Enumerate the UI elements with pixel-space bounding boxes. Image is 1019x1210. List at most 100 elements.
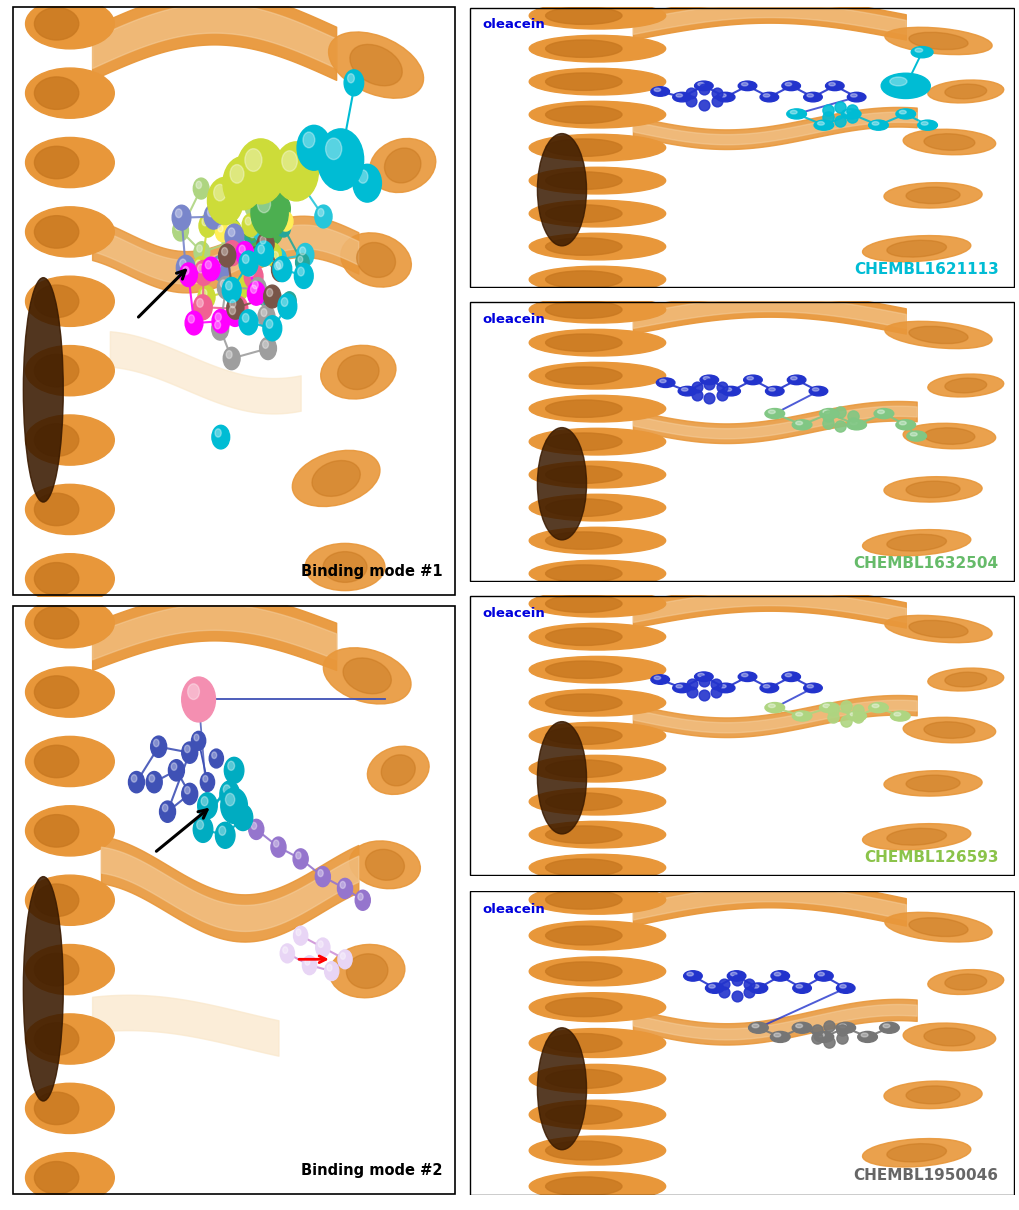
- Circle shape: [222, 232, 237, 253]
- Circle shape: [207, 178, 243, 225]
- Circle shape: [909, 432, 916, 436]
- Ellipse shape: [908, 33, 967, 50]
- Circle shape: [694, 81, 712, 91]
- Ellipse shape: [884, 616, 991, 643]
- Circle shape: [273, 200, 280, 208]
- Circle shape: [895, 420, 915, 430]
- Circle shape: [187, 684, 200, 699]
- Circle shape: [297, 243, 314, 266]
- Ellipse shape: [545, 238, 622, 255]
- Circle shape: [239, 240, 245, 246]
- Circle shape: [324, 962, 338, 980]
- Circle shape: [822, 410, 829, 414]
- Circle shape: [743, 375, 761, 385]
- Circle shape: [318, 941, 323, 947]
- Circle shape: [238, 250, 258, 276]
- Circle shape: [244, 175, 249, 183]
- Circle shape: [200, 773, 214, 791]
- Text: Binding mode #1: Binding mode #1: [301, 564, 442, 578]
- Circle shape: [738, 672, 756, 681]
- Ellipse shape: [25, 68, 114, 119]
- Ellipse shape: [529, 35, 665, 62]
- Ellipse shape: [35, 424, 78, 456]
- Ellipse shape: [545, 859, 622, 876]
- Ellipse shape: [545, 891, 622, 909]
- Ellipse shape: [529, 528, 665, 554]
- Ellipse shape: [365, 849, 404, 880]
- Point: [808, 1020, 824, 1039]
- Point: [819, 100, 836, 120]
- Circle shape: [318, 870, 323, 876]
- Circle shape: [790, 376, 796, 380]
- Circle shape: [792, 711, 811, 721]
- Ellipse shape: [905, 1085, 959, 1104]
- Ellipse shape: [927, 80, 1003, 103]
- Point: [695, 96, 711, 115]
- Circle shape: [773, 973, 780, 976]
- Circle shape: [202, 257, 220, 281]
- Circle shape: [159, 801, 175, 823]
- Ellipse shape: [537, 427, 586, 540]
- Ellipse shape: [545, 7, 622, 24]
- Circle shape: [270, 197, 276, 206]
- Circle shape: [215, 428, 221, 437]
- Ellipse shape: [944, 378, 985, 393]
- Circle shape: [294, 264, 313, 288]
- Circle shape: [702, 376, 709, 380]
- Circle shape: [282, 946, 287, 953]
- Ellipse shape: [25, 415, 114, 465]
- Circle shape: [846, 711, 865, 721]
- Circle shape: [795, 421, 802, 425]
- Circle shape: [806, 93, 813, 97]
- Ellipse shape: [529, 102, 665, 128]
- Circle shape: [244, 264, 263, 289]
- Ellipse shape: [529, 68, 665, 94]
- Ellipse shape: [529, 200, 665, 227]
- Circle shape: [242, 267, 259, 290]
- Circle shape: [227, 224, 233, 232]
- Circle shape: [226, 351, 232, 358]
- Ellipse shape: [862, 1139, 970, 1166]
- Circle shape: [659, 380, 665, 382]
- Circle shape: [656, 378, 675, 387]
- Ellipse shape: [923, 428, 974, 444]
- Circle shape: [257, 232, 274, 255]
- Ellipse shape: [25, 0, 114, 48]
- Circle shape: [225, 224, 244, 249]
- Ellipse shape: [23, 277, 63, 502]
- Ellipse shape: [25, 667, 114, 718]
- Point: [832, 97, 848, 116]
- Circle shape: [873, 409, 893, 419]
- Circle shape: [197, 299, 203, 307]
- Point: [683, 675, 699, 695]
- Circle shape: [267, 246, 273, 254]
- Circle shape: [790, 110, 796, 114]
- Ellipse shape: [908, 621, 967, 638]
- Circle shape: [770, 970, 789, 981]
- Ellipse shape: [908, 917, 967, 937]
- Circle shape: [264, 243, 281, 265]
- Ellipse shape: [902, 1024, 995, 1050]
- Circle shape: [880, 74, 929, 98]
- Circle shape: [260, 236, 266, 244]
- Ellipse shape: [545, 532, 622, 549]
- Ellipse shape: [369, 138, 435, 192]
- Point: [740, 983, 756, 1002]
- Circle shape: [347, 74, 354, 82]
- Circle shape: [273, 840, 278, 847]
- Ellipse shape: [25, 737, 114, 786]
- Ellipse shape: [529, 957, 665, 986]
- Ellipse shape: [944, 83, 985, 99]
- Circle shape: [813, 120, 833, 131]
- Circle shape: [217, 184, 232, 204]
- Circle shape: [262, 340, 268, 348]
- Circle shape: [878, 1022, 899, 1033]
- Text: CHEMBL1632504: CHEMBL1632504: [853, 555, 998, 571]
- Point: [843, 108, 859, 127]
- Point: [849, 707, 865, 726]
- Ellipse shape: [545, 301, 622, 318]
- Ellipse shape: [927, 374, 1003, 397]
- Point: [688, 385, 704, 404]
- Ellipse shape: [545, 367, 622, 385]
- Text: CHEMBL126593: CHEMBL126593: [863, 849, 998, 865]
